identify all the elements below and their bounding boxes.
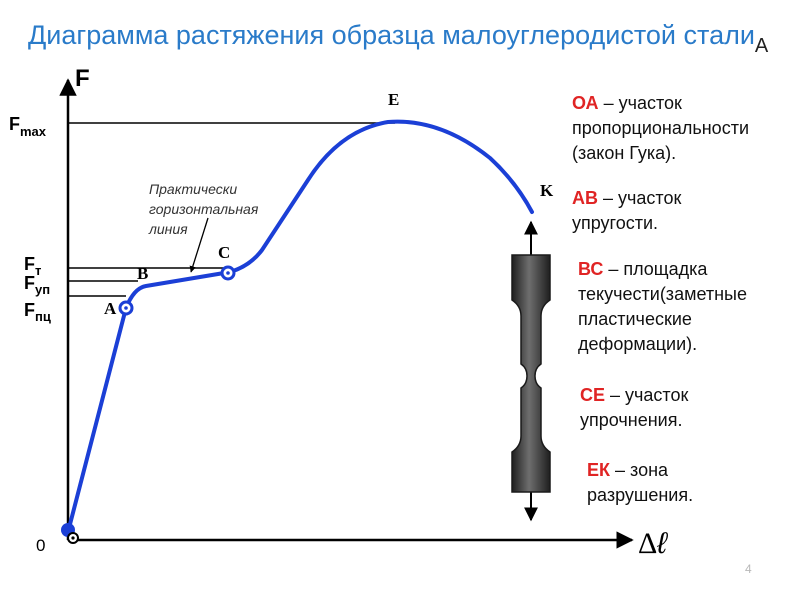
origin-label: 0 <box>36 536 45 555</box>
fpts-base: F <box>24 300 35 320</box>
legend-oa: ОА – участок пропорциональности (закон Г… <box>572 91 797 166</box>
specimen-illustration <box>511 220 551 522</box>
legend-ek: ЕК – зона разрушения. <box>587 458 737 508</box>
annotation-line-3: линия <box>148 221 188 237</box>
legend-ce-key: СЕ <box>580 385 606 405</box>
legend-ce-text: – участок упрочнения. <box>580 385 689 430</box>
fmax-base: F <box>9 114 20 134</box>
x-axis-label: Δℓ <box>638 527 668 560</box>
annotation-pointer-arrow <box>189 217 209 273</box>
diagram-title: Диаграмма растяжения образца малоуглерод… <box>28 20 768 58</box>
title-subscript-letter: А <box>754 35 769 57</box>
point-a-label: A <box>104 299 117 318</box>
ft-base: F <box>24 254 35 274</box>
legend-ek-text: – зона разрушения. <box>587 460 694 505</box>
legend-oa-key: ОА <box>572 93 599 113</box>
y-axis-label: F <box>75 65 90 92</box>
point-c-label: C <box>218 243 230 262</box>
point-b-label: B <box>137 264 148 283</box>
legend-bc: ВС – площадка текучести(заметные пластич… <box>578 257 778 357</box>
x-axis-symbol: ℓ <box>656 527 668 560</box>
ft-label: Fт <box>24 254 41 278</box>
legend-bc-key: ВС <box>578 259 604 279</box>
fmax-sub: max <box>20 124 47 139</box>
fmax-label: Fmax <box>9 114 47 139</box>
legend-ab: АВ – участок упругости. <box>572 186 752 236</box>
fpts-sub: пц <box>35 309 51 324</box>
page-number: 4 <box>745 562 752 576</box>
legend-oa-text: – участок пропорциональности (закон Гука… <box>572 93 749 163</box>
point-k-label: K <box>540 181 554 200</box>
point-e-label: E <box>388 90 399 109</box>
annotation-line-2: горизонтальная <box>149 201 259 217</box>
fup-sub: уп <box>35 282 50 297</box>
legend-bc-text: – площадка текучести(заметные пластическ… <box>578 259 747 354</box>
legend-ab-text: – участок упругости. <box>572 188 682 233</box>
fup-label: Fуп <box>24 273 50 297</box>
legend-ab-key: АВ <box>572 188 598 208</box>
x-axis-delta: Δ <box>638 527 657 560</box>
stress-strain-curve <box>66 119 534 534</box>
point-c-dot <box>226 271 230 275</box>
specimen-body <box>511 254 551 493</box>
point-a-dot <box>124 306 128 310</box>
title-text: Диаграмма растяжения образца малоуглерод… <box>28 20 755 50</box>
fup-base: F <box>24 273 35 293</box>
legend-ek-key: ЕК <box>587 460 610 480</box>
legend-ce: СЕ – участок упрочнения. <box>580 383 770 433</box>
ft-sub: т <box>35 263 41 278</box>
origin-ring-dot <box>71 536 75 540</box>
annotation-line-1: Практически <box>149 181 237 197</box>
fpts-label: Fпц <box>24 300 51 324</box>
